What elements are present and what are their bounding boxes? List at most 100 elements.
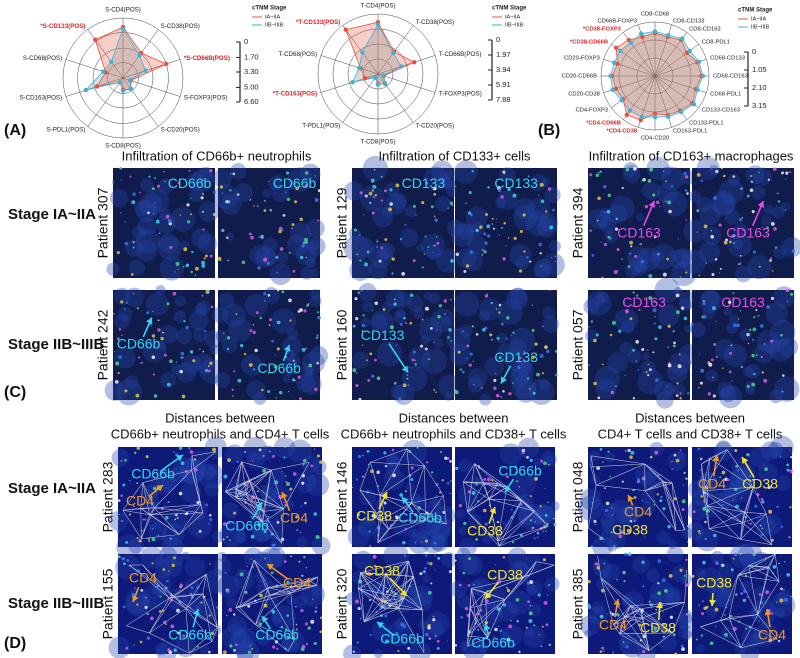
distance-line xyxy=(363,608,399,623)
cell-dot xyxy=(249,199,252,201)
cell-dot xyxy=(518,269,523,273)
distance-line xyxy=(475,592,486,623)
cell-dot xyxy=(595,173,600,178)
distance-line xyxy=(235,480,250,498)
micrograph xyxy=(681,156,800,283)
distance-line xyxy=(748,553,776,566)
cell-dot xyxy=(407,384,410,386)
tissue-blob xyxy=(760,215,772,226)
cell-dot xyxy=(635,340,639,344)
distance-line xyxy=(597,555,602,578)
cell-dot xyxy=(202,350,205,353)
tissue-blob xyxy=(590,474,601,485)
distance-line xyxy=(359,489,381,496)
cell-dot xyxy=(435,236,438,238)
tissue-blob xyxy=(620,319,635,334)
cell-dot xyxy=(593,381,597,386)
cell-dot xyxy=(647,374,650,377)
cell-dot xyxy=(434,218,439,223)
cell-dot xyxy=(158,610,162,613)
cell-dot xyxy=(190,270,193,274)
cell-dot xyxy=(399,238,402,241)
distance-line xyxy=(379,494,426,521)
cell-dot xyxy=(423,253,426,255)
distance-line xyxy=(379,495,389,530)
distance-line xyxy=(191,470,204,513)
cell-dot xyxy=(666,385,668,387)
tissue-blob xyxy=(300,373,322,395)
distance-line xyxy=(737,575,758,615)
cell-dot xyxy=(529,388,531,390)
cell-dot xyxy=(548,584,551,587)
cell-dot xyxy=(283,501,285,504)
tissue-blob xyxy=(396,308,406,319)
cell-dot xyxy=(593,519,597,523)
cell-dot xyxy=(721,470,726,475)
tissue-blob xyxy=(173,456,199,483)
cell-dot xyxy=(502,389,505,393)
distance-line xyxy=(235,488,284,510)
tissue-blob xyxy=(260,486,277,503)
tissue-blob xyxy=(204,330,223,349)
cell-dot xyxy=(364,262,368,267)
distance-line xyxy=(467,599,506,637)
distance-line xyxy=(262,470,272,512)
cell-dot xyxy=(657,252,660,256)
cell-dot xyxy=(526,455,529,459)
cell-dot xyxy=(735,593,738,596)
cell-dot xyxy=(512,193,517,198)
distance-line xyxy=(360,572,405,599)
cell-dot xyxy=(255,311,259,315)
cell-dot xyxy=(711,358,714,362)
cell-dot xyxy=(201,264,206,268)
distance-line xyxy=(644,482,666,491)
cell-dot xyxy=(495,308,498,310)
cell-dot xyxy=(120,520,123,522)
radar-point xyxy=(356,65,362,71)
tissue-blob xyxy=(192,327,208,343)
tissue-blob xyxy=(701,289,720,308)
cell-dot xyxy=(675,310,680,315)
cell-dot xyxy=(603,562,606,565)
cell-dot xyxy=(728,300,732,304)
tissue-blob xyxy=(213,184,239,210)
cell-dot xyxy=(739,553,742,555)
cell-dot xyxy=(496,336,500,340)
cell-dot xyxy=(543,461,547,466)
stage-label: Stage IA~IIA xyxy=(8,480,96,497)
tissue-blob xyxy=(656,183,678,204)
distance-line xyxy=(740,614,758,648)
cell-dot xyxy=(773,227,777,231)
cell-dot xyxy=(763,342,766,346)
category-label: *S-CD66B(POS) xyxy=(184,55,230,62)
cell-dot xyxy=(250,515,253,518)
distance-line xyxy=(470,607,477,623)
marker-label: CD163 xyxy=(726,225,770,241)
cell-dot xyxy=(527,600,530,604)
tissue-blob xyxy=(506,288,529,310)
cell-dot xyxy=(129,479,131,482)
cell-dot xyxy=(637,368,640,371)
cell-dot xyxy=(291,378,296,382)
tissue-blob xyxy=(621,505,640,525)
category-label: CD66B-FOXP3 xyxy=(597,18,637,24)
cell-dot xyxy=(226,236,229,239)
cell-dot xyxy=(235,643,238,647)
category-label: S-CD20(POS) xyxy=(161,126,200,133)
cell-dot xyxy=(754,504,758,508)
cell-dot xyxy=(233,613,236,616)
distance-line xyxy=(379,465,425,496)
cell-dot xyxy=(282,214,286,217)
tissue-blob xyxy=(221,337,238,354)
cell-dot xyxy=(647,363,650,366)
cell-dot xyxy=(185,630,187,632)
cell-dot xyxy=(625,645,629,649)
tissue-blob xyxy=(353,550,373,570)
cell-dot xyxy=(165,515,169,520)
cell-dot xyxy=(257,522,262,527)
radar-spoke xyxy=(611,75,656,108)
patient-label: Patient 129 xyxy=(334,187,350,258)
cell-dot xyxy=(767,178,770,181)
cell-dot xyxy=(599,614,604,619)
tissue-blob xyxy=(301,582,325,607)
